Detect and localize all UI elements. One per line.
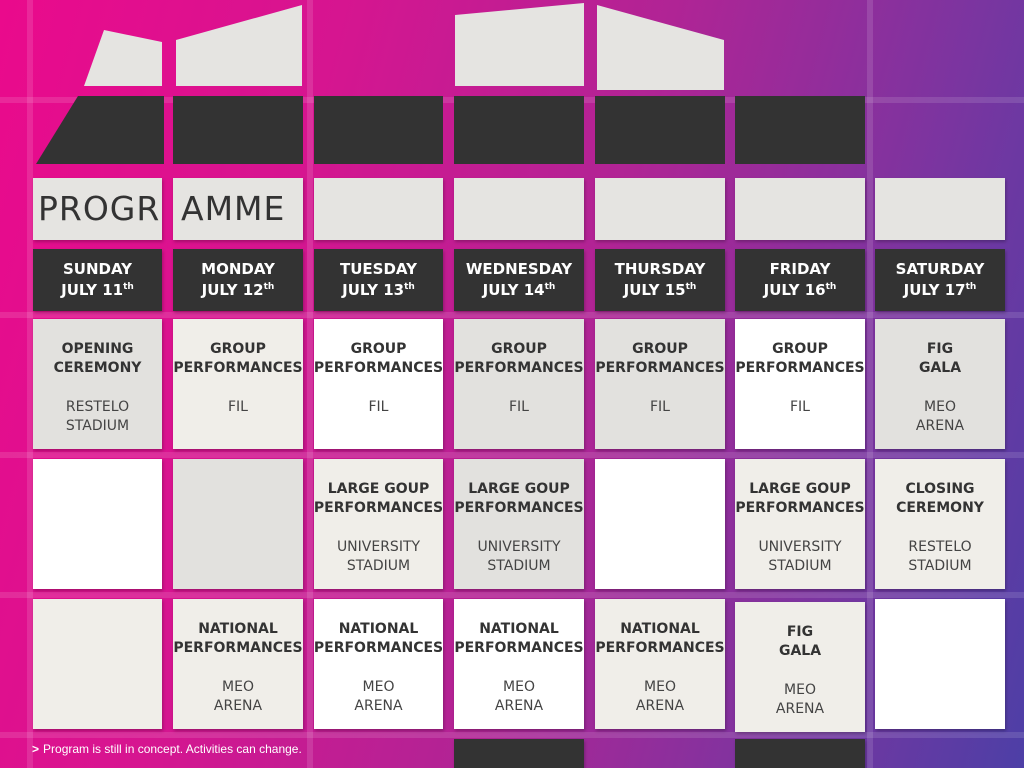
day-header-monday: MONDAY JULY 12th (173, 249, 303, 311)
day-header-saturday: SATURDAY JULY 17th (875, 249, 1005, 311)
venue-name: FIL (650, 399, 670, 415)
day-date: JULY 14th (482, 281, 556, 299)
event-name: NATIONAL PERFORMANCES (454, 621, 584, 656)
schedule-cell: CLOSING CEREMONY RESTELO STADIUM (875, 459, 1005, 589)
schedule-cell-empty (173, 459, 303, 589)
title-tile-5 (595, 178, 725, 240)
venue-name: UNIVERSITY STADIUM (758, 539, 842, 574)
day-header-tuesday: TUESDAY JULY 13th (314, 249, 443, 311)
event-name: GROUP PERFORMANCES (173, 341, 303, 376)
day-name: MONDAY (201, 260, 275, 278)
venue-name: UNIVERSITY STADIUM (477, 539, 561, 574)
event-name: GROUP PERFORMANCES (735, 341, 865, 376)
event-name: NATIONAL PERFORMANCES (313, 621, 444, 656)
event-name: LARGE GOUP PERFORMANCES (313, 481, 444, 516)
schedule-cell-empty (33, 459, 162, 589)
venue-name: UNIVERSITY STADIUM (336, 539, 421, 574)
event-name: NATIONAL PERFORMANCES (595, 621, 725, 656)
venue-name: MEO ARENA (635, 679, 685, 714)
decor-dark-tile (454, 739, 584, 768)
event-name: NATIONAL PERFORMANCES (173, 621, 303, 656)
schedule-cell: GROUP PERFORMANCES FIL (173, 319, 303, 449)
title-tile-2 (173, 178, 303, 240)
day-header-thursday: THURSDAY JULY 15th (595, 249, 725, 311)
arrow-icon: > (32, 742, 40, 756)
schedule-cell: LARGE GOUP PERFORMANCES UNIVERSITY STADI… (454, 459, 584, 589)
day-date: JULY 13th (342, 281, 415, 299)
schedule-cell-empty (595, 459, 725, 589)
schedule-cell: GROUP PERFORMANCES FIL (314, 319, 443, 449)
decor-dark-tile (735, 739, 865, 768)
day-name: THURSDAY (614, 260, 706, 278)
day-name: SATURDAY (895, 260, 985, 278)
page-title-part1: PROGR (38, 189, 161, 228)
venue-name: RESTELO STADIUM (65, 399, 130, 434)
decor-dark-row (36, 96, 865, 164)
schedule-cell: GROUP PERFORMANCES FIL (454, 319, 584, 449)
event-name: FIG GALA (778, 624, 822, 659)
day-name: FRIDAY (769, 260, 831, 278)
venue-name: RESTELO STADIUM (908, 539, 972, 574)
day-name: WEDNESDAY (465, 260, 573, 278)
event-name: LARGE GOUP PERFORMANCES (735, 481, 865, 516)
venue-name: MEO ARENA (213, 679, 263, 714)
schedule-cell: LARGE GOUP PERFORMANCES UNIVERSITY STADI… (314, 459, 443, 589)
day-date: JULY 12th (201, 281, 275, 299)
event-name: CLOSING CEREMONY (896, 481, 984, 516)
event-name: FIG GALA (918, 341, 962, 376)
day-header-sunday: SUNDAY JULY 11th (33, 249, 162, 311)
event-name: LARGE GOUP PERFORMANCES (454, 481, 584, 516)
day-name: TUESDAY (340, 260, 417, 278)
schedule-cell: NATIONAL PERFORMANCES MEO ARENA (314, 599, 443, 729)
day-date: JULY 11th (61, 281, 134, 299)
venue-name: FIL (509, 399, 529, 415)
schedule-cell: NATIONAL PERFORMANCES MEO ARENA (595, 599, 725, 729)
footnote-text: Program is still in concept. Activities … (43, 742, 302, 756)
day-date: JULY 15th (623, 281, 697, 299)
schedule-cell-empty (875, 599, 1005, 729)
schedule-cell: FIG GALA MEO ARENA (735, 602, 865, 732)
venue-name: MEO ARENA (775, 682, 825, 717)
day-date: JULY 16th (763, 281, 837, 299)
day-date: JULY 17th (903, 281, 977, 299)
venue-name: FIL (228, 399, 248, 415)
schedule-cell: NATIONAL PERFORMANCES MEO ARENA (454, 599, 584, 729)
schedule-cell: GROUP PERFORMANCES FIL (595, 319, 725, 449)
schedule-cell: OPENING CEREMONY RESTELO STADIUM (33, 319, 162, 449)
title-tile-3 (314, 178, 443, 240)
schedule-cell: NATIONAL PERFORMANCES MEO ARENA (173, 599, 303, 729)
schedule-cell: FIG GALA MEO ARENA (875, 319, 1005, 449)
title-tile-1 (33, 178, 162, 240)
event-name: GROUP PERFORMANCES (313, 341, 444, 376)
venue-name: MEO ARENA (494, 679, 544, 714)
decor-tiles-top (84, 3, 724, 90)
title-tile-6 (735, 178, 865, 240)
venue-name: FIL (368, 399, 389, 415)
venue-name: MEO ARENA (354, 679, 403, 714)
event-name: GROUP PERFORMANCES (454, 341, 584, 376)
footnote: > Program is still in concept. Activities… (32, 742, 302, 756)
page-title-part2: AMME (181, 189, 286, 228)
day-name: SUNDAY (62, 260, 133, 278)
schedule-cell-empty (33, 599, 162, 729)
venue-name: MEO ARENA (915, 399, 965, 434)
schedule-cell: GROUP PERFORMANCES FIL (735, 319, 865, 449)
day-header-wednesday: WEDNESDAY JULY 14th (454, 249, 584, 311)
schedule-cell: LARGE GOUP PERFORMANCES UNIVERSITY STADI… (735, 459, 865, 589)
day-header-friday: FRIDAY JULY 16th (735, 249, 865, 311)
venue-name: FIL (790, 399, 810, 415)
event-name: OPENING CEREMONY (53, 341, 142, 376)
title-tile-4 (454, 178, 584, 240)
title-tile-7 (875, 178, 1005, 240)
event-name: GROUP PERFORMANCES (595, 341, 725, 376)
